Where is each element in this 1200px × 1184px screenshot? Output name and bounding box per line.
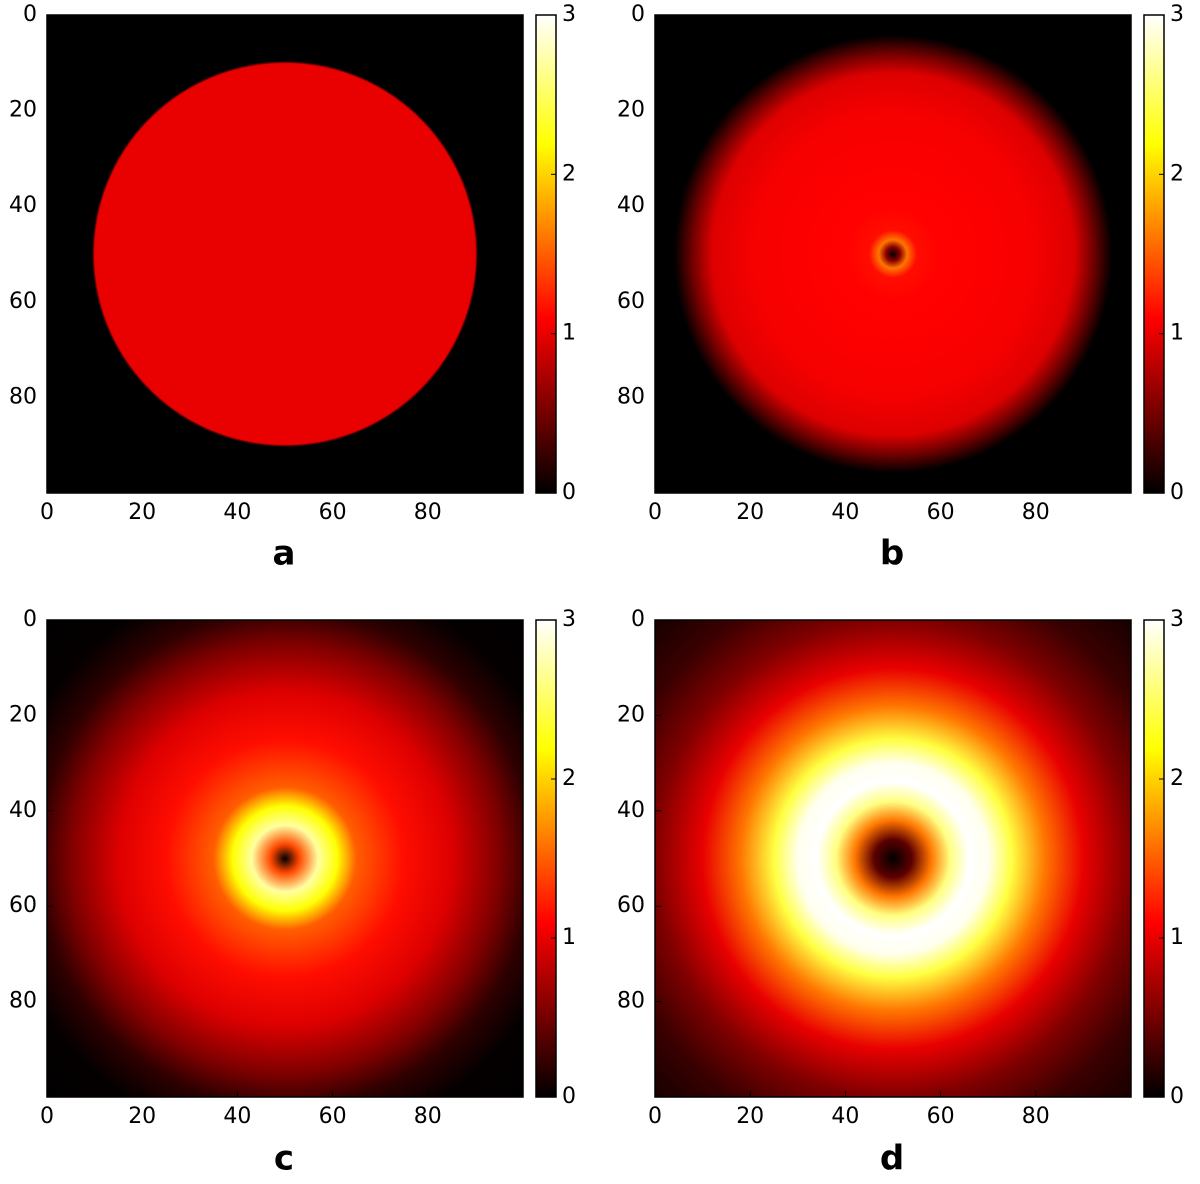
x-tick-label: 0 bbox=[648, 1104, 662, 1129]
y-tick-label: 20 bbox=[9, 98, 37, 123]
panel-label: d bbox=[880, 1139, 904, 1179]
heatmap-field bbox=[47, 15, 523, 493]
y-tick-label: 20 bbox=[617, 702, 645, 727]
x-tick-label: 60 bbox=[319, 1104, 347, 1129]
y-tick-label: 20 bbox=[617, 98, 645, 123]
colorbar-tick-label: 3 bbox=[562, 607, 576, 632]
x-tick-label: 0 bbox=[648, 500, 662, 525]
x-tick-label: 20 bbox=[736, 1104, 764, 1129]
colorbar bbox=[1143, 14, 1165, 494]
y-tick-label: 40 bbox=[617, 798, 645, 823]
axes-frame bbox=[46, 14, 524, 494]
y-tick-label: 40 bbox=[9, 798, 37, 823]
colorbar bbox=[535, 14, 557, 494]
colorbar-tick-label: 3 bbox=[562, 2, 576, 27]
axes-frame bbox=[654, 14, 1132, 494]
x-tick-label: 40 bbox=[223, 500, 251, 525]
x-tick-label: 40 bbox=[831, 500, 859, 525]
colorbar-tick-label: 0 bbox=[562, 480, 576, 505]
y-tick-label: 0 bbox=[23, 607, 37, 632]
panel: 0 20 40 60 80 0 20 40 60 80 a 0 1 2 3 bbox=[9, 2, 576, 574]
x-tick-label: 20 bbox=[128, 500, 156, 525]
colorbar-tick-label: 1 bbox=[1170, 321, 1184, 346]
y-tick-label: 40 bbox=[9, 193, 37, 218]
y-tick-label: 0 bbox=[631, 607, 645, 632]
colorbar-tick-label: 1 bbox=[1170, 925, 1184, 950]
colorbar bbox=[535, 619, 557, 1098]
colorbar-tick-label: 3 bbox=[1170, 2, 1184, 27]
colorbar-tick-label: 2 bbox=[562, 766, 576, 791]
x-tick-label: 60 bbox=[927, 500, 955, 525]
axes-frame bbox=[46, 619, 524, 1098]
panel-label: c bbox=[274, 1139, 294, 1179]
x-tick-label: 20 bbox=[128, 1104, 156, 1129]
y-tick-label: 80 bbox=[617, 384, 645, 409]
x-tick-label: 80 bbox=[414, 500, 442, 525]
y-tick-label: 60 bbox=[9, 289, 37, 314]
colorbar-tick-label: 2 bbox=[1170, 161, 1184, 186]
panel-label: b bbox=[880, 534, 904, 574]
y-tick-label: 40 bbox=[617, 193, 645, 218]
y-tick-label: 80 bbox=[9, 989, 37, 1014]
heatmap-field bbox=[655, 620, 1131, 1097]
colorbar-tick-label: 0 bbox=[1170, 480, 1184, 505]
y-tick-label: 60 bbox=[9, 893, 37, 918]
panel: 0 20 40 60 80 0 20 40 60 80 c 0 1 2 3 bbox=[9, 607, 576, 1179]
x-tick-label: 60 bbox=[319, 500, 347, 525]
y-tick-label: 60 bbox=[617, 289, 645, 314]
x-tick-label: 60 bbox=[927, 1104, 955, 1129]
axes-frame bbox=[654, 619, 1132, 1098]
colorbar-tick-label: 1 bbox=[562, 925, 576, 950]
y-tick-label: 0 bbox=[631, 2, 645, 27]
x-tick-label: 40 bbox=[223, 1104, 251, 1129]
colorbar-tick-label: 0 bbox=[562, 1084, 576, 1109]
y-tick-label: 0 bbox=[23, 2, 37, 27]
panel: 0 20 40 60 80 0 20 40 60 80 d 0 1 2 3 bbox=[617, 607, 1184, 1179]
colorbar-tick-label: 2 bbox=[562, 161, 576, 186]
colorbar-tick-label: 3 bbox=[1170, 607, 1184, 632]
colorbar bbox=[1143, 619, 1165, 1098]
x-tick-label: 20 bbox=[736, 500, 764, 525]
y-tick-label: 20 bbox=[9, 702, 37, 727]
x-tick-label: 0 bbox=[40, 500, 54, 525]
x-tick-label: 0 bbox=[40, 1104, 54, 1129]
y-tick-label: 80 bbox=[617, 989, 645, 1014]
panel: 0 20 40 60 80 0 20 40 60 80 b 0 1 2 3 bbox=[617, 2, 1184, 574]
x-tick-label: 80 bbox=[414, 1104, 442, 1129]
colorbar-tick-label: 0 bbox=[1170, 1084, 1184, 1109]
heatmap-field bbox=[655, 15, 1131, 493]
colorbar-tick-label: 2 bbox=[1170, 766, 1184, 791]
x-tick-label: 40 bbox=[831, 1104, 859, 1129]
colorbar-tick-label: 1 bbox=[562, 321, 576, 346]
panel-label: a bbox=[273, 534, 296, 574]
y-tick-label: 80 bbox=[9, 384, 37, 409]
y-tick-label: 60 bbox=[617, 893, 645, 918]
heatmap-field bbox=[47, 620, 523, 1097]
x-tick-label: 80 bbox=[1022, 1104, 1050, 1129]
x-tick-label: 80 bbox=[1022, 500, 1050, 525]
